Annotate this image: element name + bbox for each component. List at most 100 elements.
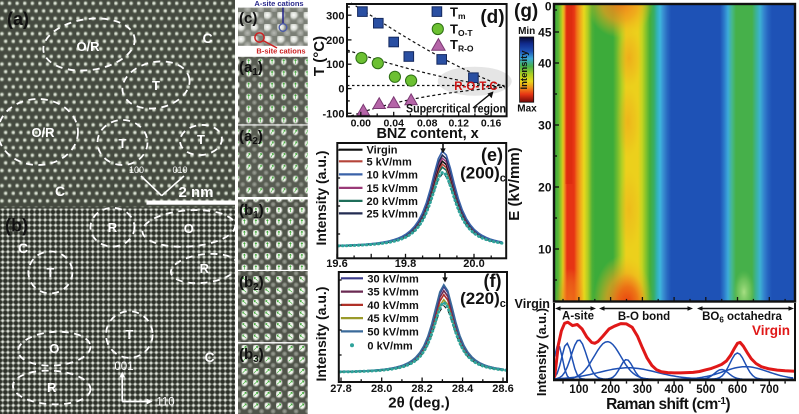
svg-text:R: R: [200, 261, 210, 276]
svg-text:Intensity (a.u.): Intensity (a.u.): [313, 151, 329, 246]
svg-text:R: R: [47, 380, 57, 395]
svg-text:28.6: 28.6: [492, 383, 513, 395]
svg-text:0: 0: [338, 84, 344, 96]
svg-text:50 kV/mm: 50 kV/mm: [367, 326, 419, 338]
svg-text:2 nm: 2 nm: [178, 184, 213, 201]
svg-text:Virgin: Virgin: [367, 145, 398, 157]
svg-text:Supercritical region: Supercritical region: [406, 104, 506, 116]
svg-text:Min: Min: [518, 26, 535, 37]
svg-text:-100: -100: [322, 108, 344, 120]
svg-text:B-site cations: B-site cations: [256, 47, 305, 56]
svg-text:500: 500: [696, 384, 715, 396]
svg-text:(b): (b): [5, 216, 28, 236]
svg-text:28.2: 28.2: [411, 383, 432, 395]
svg-text:(b1): (b1): [239, 202, 264, 221]
svg-text:(g): (g): [514, 1, 538, 22]
svg-text:O: O: [49, 341, 59, 356]
svg-text:300: 300: [633, 384, 652, 396]
svg-text:(f): (f): [484, 271, 502, 291]
svg-text:(b3): (b3): [239, 346, 264, 365]
svg-text:B-O bond: B-O bond: [618, 311, 670, 323]
svg-text:Virgin: Virgin: [515, 297, 550, 311]
svg-text:0 kV/mm: 0 kV/mm: [367, 340, 412, 352]
svg-text:200: 200: [601, 384, 620, 396]
svg-text:BO6 octahedra: BO6 octahedra: [702, 311, 782, 325]
svg-text:T (°C): T (°C): [311, 36, 328, 76]
svg-text:0.08: 0.08: [417, 118, 438, 130]
svg-text:0.16: 0.16: [481, 118, 502, 130]
svg-text:10 kV/mm: 10 kV/mm: [367, 169, 419, 181]
svg-text:(d): (d): [480, 7, 504, 28]
svg-text:T: T: [119, 136, 127, 151]
svg-text:E (kV/mm): E (kV/mm): [506, 147, 523, 220]
svg-text:300: 300: [326, 11, 344, 23]
svg-text:27.8: 27.8: [330, 383, 351, 395]
svg-text:28.0: 28.0: [371, 383, 392, 395]
svg-text:(a): (a): [7, 9, 29, 29]
svg-text:25 kV/mm: 25 kV/mm: [367, 208, 419, 220]
svg-text:TR-O: TR-O: [450, 37, 474, 54]
svg-text:0: 0: [545, 0, 552, 14]
svg-text:5 kV/mm: 5 kV/mm: [367, 156, 412, 168]
svg-text:C: C: [202, 30, 212, 46]
svg-text:45 kV/mm: 45 kV/mm: [367, 313, 419, 325]
svg-text:(a1): (a1): [239, 59, 263, 78]
svg-text:A-site cations: A-site cations: [254, 0, 303, 8]
svg-text:100: 100: [326, 59, 344, 71]
svg-text:19.6: 19.6: [326, 258, 347, 270]
svg-text:2θ (deg.): 2θ (deg.): [388, 395, 449, 412]
svg-text:Intensity (a.u.): Intensity (a.u.): [534, 308, 549, 396]
svg-text:200: 200: [326, 35, 344, 47]
svg-text:10: 10: [538, 243, 552, 257]
svg-text:010: 010: [172, 165, 187, 175]
svg-text:400: 400: [665, 384, 684, 396]
svg-text:Virgin: Virgin: [752, 323, 790, 338]
svg-text:45: 45: [538, 26, 552, 40]
svg-text:001: 001: [114, 361, 133, 373]
svg-text:R-O-T-C: R-O-T-C: [454, 81, 497, 93]
svg-text:Tm: Tm: [450, 5, 466, 22]
svg-text:T: T: [197, 132, 205, 147]
svg-text:T: T: [46, 265, 54, 280]
svg-text:C: C: [18, 240, 28, 256]
svg-text:19.8: 19.8: [395, 258, 416, 270]
svg-text:O/R: O/R: [76, 39, 100, 54]
svg-text:35 kV/mm: 35 kV/mm: [367, 287, 419, 299]
svg-text:Raman shift (cm-1): Raman shift (cm-1): [606, 396, 730, 413]
svg-text:110: 110: [156, 397, 174, 409]
svg-text:20.0: 20.0: [463, 258, 484, 270]
svg-text:0.04: 0.04: [383, 118, 404, 130]
svg-text:(a2): (a2): [239, 128, 263, 147]
svg-text:(200)c: (200)c: [460, 164, 506, 185]
svg-text:100: 100: [569, 384, 588, 396]
svg-text:15 kV/mm: 15 kV/mm: [367, 183, 419, 195]
svg-text:20 kV/mm: 20 kV/mm: [367, 196, 419, 208]
svg-text:30 kV/mm: 30 kV/mm: [367, 273, 419, 285]
svg-text:700: 700: [760, 384, 779, 396]
svg-text:(b2): (b2): [239, 274, 264, 293]
svg-text:R: R: [108, 220, 118, 235]
svg-text:0.12: 0.12: [448, 118, 469, 130]
svg-text:A-site: A-site: [562, 311, 594, 323]
svg-text:Max: Max: [517, 104, 537, 115]
svg-text:O: O: [184, 221, 194, 236]
svg-text:BNZ content, x: BNZ content, x: [376, 126, 478, 142]
svg-text:TO-T: TO-T: [450, 22, 473, 39]
svg-text:C: C: [204, 349, 214, 365]
svg-text:(e): (e): [481, 145, 503, 165]
svg-text:0.00: 0.00: [351, 118, 372, 130]
svg-text:T: T: [152, 78, 160, 93]
svg-text:(c): (c): [239, 10, 257, 27]
svg-text:30: 30: [538, 119, 552, 133]
svg-text:600: 600: [728, 384, 747, 396]
svg-text:100: 100: [129, 165, 144, 175]
svg-text:C: C: [55, 183, 65, 199]
svg-text:(220)c: (220)c: [460, 289, 506, 310]
svg-text:Intensity: Intensity: [519, 50, 530, 90]
svg-text:T: T: [125, 327, 133, 342]
svg-text:28.4: 28.4: [452, 383, 474, 395]
svg-text:40 kV/mm: 40 kV/mm: [367, 300, 419, 312]
svg-text:Intensity (a.u.): Intensity (a.u.): [313, 287, 329, 382]
svg-text:O/R: O/R: [31, 125, 55, 140]
svg-text:20: 20: [538, 181, 552, 195]
